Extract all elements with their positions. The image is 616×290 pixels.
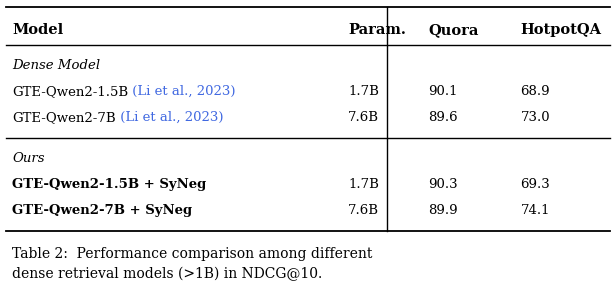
Text: GTE-Qwen2-1.5B + SyNeg: GTE-Qwen2-1.5B + SyNeg [12,178,206,191]
Text: 69.3: 69.3 [521,178,550,191]
Text: HotpotQA: HotpotQA [521,23,601,37]
Text: GTE-Qwen2-7B + SyNeg: GTE-Qwen2-7B + SyNeg [12,204,192,217]
Text: 1.7B: 1.7B [348,178,379,191]
Text: Param.: Param. [348,23,406,37]
Text: 74.1: 74.1 [521,204,550,217]
Text: 73.0: 73.0 [521,111,550,124]
Text: (Li et al., 2023): (Li et al., 2023) [116,111,224,124]
Text: Quora: Quora [428,23,479,37]
Text: 90.3: 90.3 [428,178,458,191]
Text: (Li et al., 2023): (Li et al., 2023) [129,85,236,98]
Text: 7.6B: 7.6B [348,111,379,124]
Text: Dense Model: Dense Model [12,59,100,72]
Text: GTE-Qwen2-7B: GTE-Qwen2-7B [12,111,116,124]
Text: 89.9: 89.9 [428,204,458,217]
Text: 89.6: 89.6 [428,111,458,124]
Text: 1.7B: 1.7B [348,85,379,98]
Text: GTE-Qwen2-1.5B: GTE-Qwen2-1.5B [12,85,129,98]
Text: 7.6B: 7.6B [348,204,379,217]
Text: 90.1: 90.1 [428,85,458,98]
Text: Model: Model [12,23,63,37]
Text: Ours: Ours [12,152,45,164]
Text: Table 2:  Performance comparison among different
dense retrieval models (>1B) in: Table 2: Performance comparison among di… [12,247,373,281]
Text: 68.9: 68.9 [521,85,550,98]
